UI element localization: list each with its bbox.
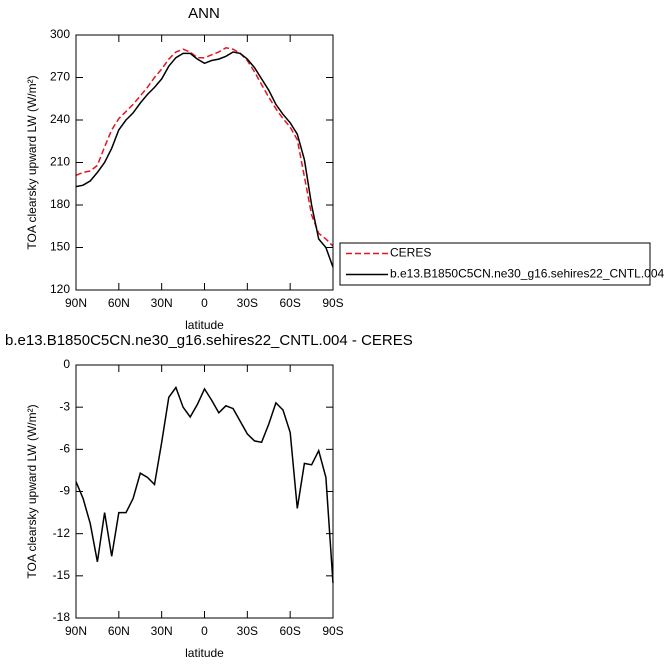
x-axis-label: latitude: [185, 646, 224, 660]
legend-box: [339, 242, 651, 286]
y-tick-label: 210: [50, 155, 70, 169]
y-tick-label: 150: [50, 240, 70, 254]
x-tick-label: 30N: [151, 296, 173, 310]
chart-title: ANN: [188, 5, 220, 22]
x-tick-label: 90S: [322, 624, 343, 638]
plot-frame: [75, 34, 334, 291]
x-tick-label: 30S: [237, 624, 258, 638]
y-tick-label: -12: [53, 526, 71, 540]
y-tick-label: -9: [59, 484, 70, 498]
x-tick-label: 60S: [279, 296, 300, 310]
data-line: [75, 51, 334, 268]
y-tick-label: -3: [59, 399, 70, 413]
y-tick-label: -18: [53, 610, 71, 624]
legend-label: b.e13.B1850C5CN.ne30_g16.sehires22_CNTL.…: [390, 267, 665, 281]
x-tick-label: 0: [201, 296, 208, 310]
x-tick-label: 30N: [151, 624, 173, 638]
chart-title: b.e13.B1850C5CN.ne30_g16.sehires22_CNTL.…: [5, 332, 413, 349]
x-axis-label: latitude: [185, 318, 224, 332]
y-tick-label: 270: [50, 70, 70, 84]
x-tick-label: 90N: [65, 624, 87, 638]
x-tick-label: 90N: [65, 296, 87, 310]
y-tick-label: -6: [59, 442, 70, 456]
data-line: [75, 47, 334, 247]
y-axis-label: TOA clearsky upward LW (W/m²): [25, 75, 39, 249]
x-tick-label: 90S: [322, 296, 343, 310]
y-tick-label: 0: [63, 357, 70, 371]
x-tick-label: 60N: [108, 624, 130, 638]
y-tick-label: 300: [50, 27, 70, 41]
x-tick-label: 60N: [108, 296, 130, 310]
data-line: [75, 385, 334, 583]
y-tick-label: -15: [53, 568, 71, 582]
y-tick-label: 120: [50, 282, 70, 296]
legend-label: CERES: [390, 246, 431, 260]
x-tick-label: 60S: [279, 624, 300, 638]
x-tick-label: 30S: [237, 296, 258, 310]
plot-frame: [75, 364, 334, 619]
x-tick-label: 0: [201, 624, 208, 638]
y-axis-label: TOA clearsky upward LW (W/m²): [25, 404, 39, 578]
y-tick-label: 240: [50, 112, 70, 126]
y-tick-label: 180: [50, 197, 70, 211]
